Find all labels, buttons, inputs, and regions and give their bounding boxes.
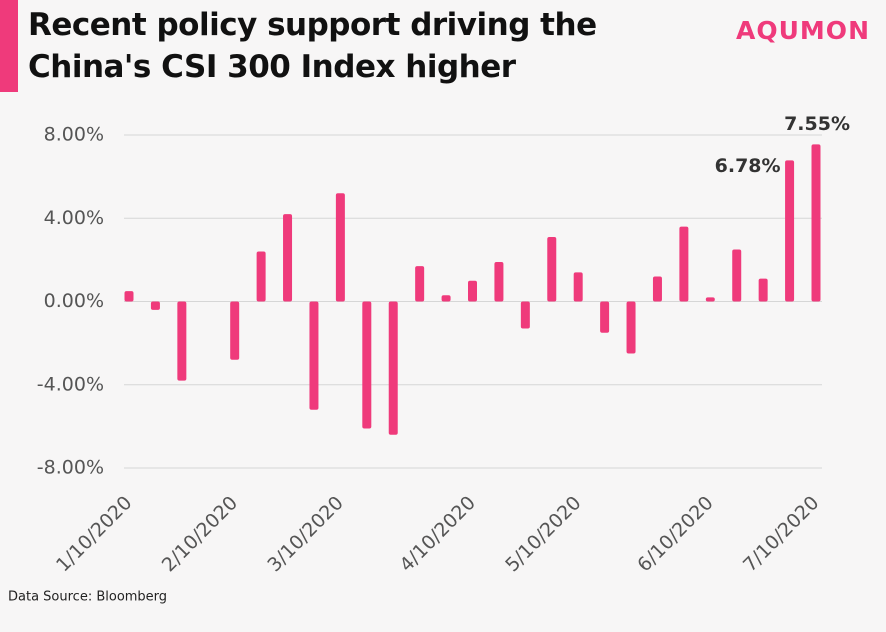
bar [811,144,821,302]
value-label: 7.55% [784,113,850,135]
bar [652,276,662,302]
bar [150,301,160,310]
bar [468,280,477,302]
y-tick-label: 4.00% [44,207,104,229]
bar [230,301,240,360]
bar [520,301,530,329]
accent-bar [0,0,18,92]
bar [547,236,557,302]
bar [758,278,768,302]
bar [679,226,689,302]
chart-title: Recent policy support driving the China'… [28,7,597,85]
bar [785,160,795,302]
bar [705,297,715,302]
bar [283,214,293,302]
y-tick-label: -4.00% [37,373,104,395]
y-tick-label: 8.00% [44,124,104,146]
bar [494,261,504,302]
bar [124,291,134,302]
bar [309,301,319,410]
y-tick-label: -8.00% [37,457,104,479]
bar [177,301,187,381]
bar [441,295,451,302]
y-tick-label: 0.00% [44,290,104,312]
bar [256,251,266,302]
bar [732,249,742,302]
value-label: 6.78% [715,155,781,177]
source: Data Source: Bloomberg [8,590,167,605]
bar [362,301,372,429]
brand: AQUMON [736,16,870,45]
bar [573,272,583,302]
bar [626,301,636,354]
bar [600,301,610,333]
bar [415,266,425,302]
bar [335,193,345,302]
title-box: Recent policy support driving the China'… [28,7,597,85]
bar [388,301,398,435]
